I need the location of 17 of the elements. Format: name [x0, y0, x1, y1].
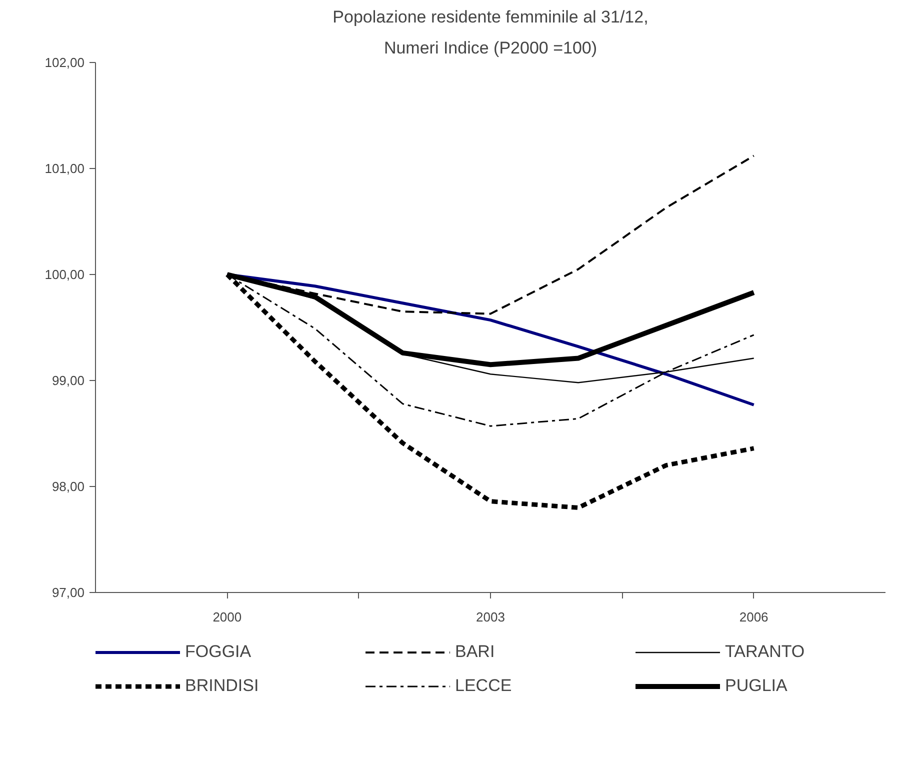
- y-tick-label: 99,00: [52, 373, 85, 388]
- y-tick-label: 100,00: [44, 267, 85, 282]
- x-tick-label: 2000: [212, 610, 242, 624]
- legend-label: BRINDISI: [185, 676, 260, 696]
- y-tick-label: 102,00: [44, 55, 85, 70]
- y-tick-label: 98,00: [52, 479, 85, 494]
- x-tick-label: 2003: [476, 610, 505, 624]
- legend-label: FOGGIA: [185, 642, 252, 662]
- x-tick-label: 2006: [739, 610, 768, 624]
- legend-label: BARI: [455, 642, 496, 662]
- chart-subtitle: Numeri Indice (P2000 =100): [384, 38, 598, 58]
- y-tick-label: 97,00: [52, 585, 85, 600]
- chart-title: Popolazione residente femminile al 31/12,: [332, 8, 648, 26]
- legend-label: PUGLIA: [725, 676, 788, 696]
- legend-label: LECCE: [455, 676, 513, 696]
- y-tick-label: 101,00: [44, 161, 85, 176]
- legend-label: TARANTO: [725, 642, 806, 662]
